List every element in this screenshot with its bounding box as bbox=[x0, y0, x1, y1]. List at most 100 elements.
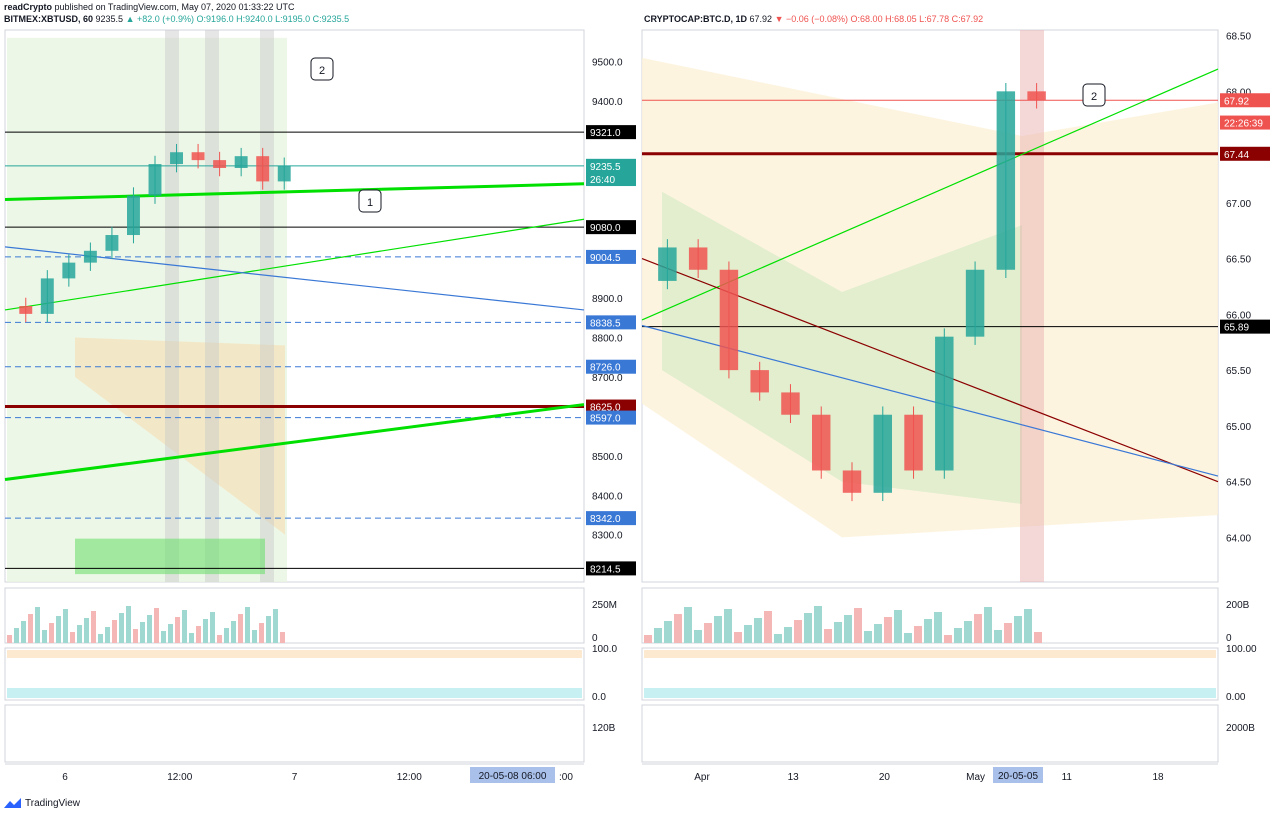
left-trendline-mid bbox=[4, 218, 585, 311]
right-volume-bar bbox=[874, 624, 882, 643]
right-volume-bar bbox=[954, 628, 962, 643]
brand-label: TradingView bbox=[25, 798, 81, 809]
right-volume-bar bbox=[804, 613, 812, 643]
left-volume-bar bbox=[28, 614, 33, 643]
left-price-tag-bg bbox=[586, 359, 636, 374]
right-volume-bar bbox=[924, 619, 932, 643]
left-volume-bar bbox=[35, 607, 40, 643]
left-volume-bar bbox=[210, 612, 215, 643]
left-volume-axis-label: 0 bbox=[592, 633, 598, 644]
left-note-bubble bbox=[358, 189, 382, 213]
left-price-tag-bg bbox=[586, 315, 636, 330]
right-volume-bar bbox=[964, 621, 972, 643]
right-volume-axis-label: 200B bbox=[1226, 600, 1250, 611]
right-y-tick-label: 66.00 bbox=[1226, 310, 1251, 321]
left-price-tag-bg bbox=[586, 410, 636, 425]
right-candle-body bbox=[842, 470, 862, 493]
left-volume-bar bbox=[245, 607, 250, 643]
left-candle-body bbox=[127, 195, 140, 236]
right-volume-bar bbox=[674, 614, 682, 643]
left-volume-bar bbox=[147, 615, 152, 643]
right-volume-bar bbox=[884, 617, 892, 643]
right-y-tick-label: 64.50 bbox=[1226, 478, 1251, 489]
right-osc-axis-label: 100.00 bbox=[1226, 644, 1257, 655]
left-candle-body bbox=[62, 262, 76, 279]
left-volume-bar bbox=[14, 628, 19, 643]
right-note-label: 2 bbox=[1091, 91, 1097, 103]
left-y-tick-label: 8700.0 bbox=[592, 373, 623, 384]
left-volume-bar bbox=[189, 633, 194, 643]
right-volume-bar bbox=[974, 614, 982, 643]
left-price-tag-bg bbox=[586, 249, 636, 264]
left-note-bubble bbox=[310, 57, 334, 81]
left-ohlc: O:9196.0 H:9240.0 L:9195.0 C:9235.5 bbox=[196, 14, 350, 24]
left-price-tag-label: 9080.0 bbox=[590, 223, 621, 234]
right-volume-bar bbox=[734, 632, 742, 643]
right-symbol: CRYPTOCAP:BTC.D, 1D bbox=[644, 14, 748, 24]
left-volume-bar bbox=[168, 624, 173, 643]
left-volume-bar bbox=[154, 608, 159, 643]
left-osc-overbought bbox=[7, 650, 582, 658]
left-price-tag-bg bbox=[586, 125, 636, 140]
left-note-label: 1 bbox=[367, 197, 373, 209]
left-volume-bar bbox=[84, 618, 89, 643]
left-volume-bar bbox=[21, 621, 26, 643]
left-y-tick-label: 9400.0 bbox=[592, 97, 623, 108]
left-volume-bar bbox=[203, 619, 208, 643]
right-candle-body bbox=[935, 336, 954, 471]
left-volume-bar bbox=[217, 635, 222, 643]
left-price-tag-label: 9235.5 bbox=[590, 162, 621, 173]
left-price-tag-label: 9004.5 bbox=[590, 253, 621, 264]
left-candle-body bbox=[191, 152, 205, 161]
right-volume-bar bbox=[904, 633, 912, 643]
left-volume-bar bbox=[224, 628, 229, 643]
right-obv-axis-label: 2000B bbox=[1226, 723, 1255, 734]
right-volume-bar bbox=[754, 618, 762, 643]
left-volume-bar bbox=[63, 609, 68, 643]
right-osc-overbought bbox=[644, 650, 1216, 658]
right-volume-bar bbox=[1034, 632, 1042, 643]
right-candle-body bbox=[1027, 91, 1046, 101]
right-x-tick-label: Apr bbox=[694, 772, 710, 783]
publisher: readCrypto bbox=[4, 2, 53, 12]
left-x-tick-label: 7 bbox=[292, 772, 298, 783]
right-y-tick-label: 66.50 bbox=[1226, 255, 1251, 266]
right-candle-body bbox=[812, 414, 831, 471]
left-change: ▲ +82.0 (+0.9%) bbox=[125, 14, 195, 24]
right-volume-bar bbox=[704, 623, 712, 643]
right-last: 67.92 bbox=[749, 14, 773, 24]
right-y-tick-label: 65.00 bbox=[1226, 422, 1251, 433]
right-change: ▼ −0.06 (−0.08%) bbox=[774, 14, 849, 24]
left-symbol: BITMEX:XBTUSD, 60 bbox=[4, 14, 94, 24]
right-symbol-info: CRYPTOCAP:BTC.D, 1D 67.92 ▼ −0.06 (−0.08… bbox=[644, 14, 983, 24]
left-candle-body bbox=[40, 278, 54, 314]
left-obv-pane bbox=[4, 704, 585, 763]
right-volume-bar bbox=[934, 612, 942, 643]
right-price-tag-bg bbox=[1220, 319, 1270, 334]
right-volume-bar bbox=[1024, 609, 1032, 643]
left-x-tick-label: 6 bbox=[62, 772, 68, 783]
left-volume-bar bbox=[42, 630, 47, 643]
right-volume-bar bbox=[654, 628, 662, 643]
right-volume-bar bbox=[694, 630, 702, 643]
right-volume-bar bbox=[994, 630, 1002, 643]
left-x-highlight-bg bbox=[470, 767, 555, 783]
right-price-tag-label: 22:26:39 bbox=[1224, 119, 1263, 130]
right-volume-bar bbox=[894, 610, 902, 643]
right-y-tick-label: 64.00 bbox=[1226, 533, 1251, 544]
left-x-tick-label: 12:00 bbox=[167, 772, 192, 783]
left-note-label: 2 bbox=[319, 65, 325, 77]
right-candle-body bbox=[719, 269, 739, 371]
right-candle-body bbox=[965, 269, 985, 337]
right-candle-body bbox=[750, 370, 769, 393]
left-volume-bar bbox=[133, 629, 138, 643]
left-volume-bar bbox=[91, 611, 96, 643]
right-ichimoku-cloud bbox=[662, 191, 1022, 504]
right-volume-bar bbox=[724, 609, 732, 643]
left-candle-body bbox=[19, 306, 33, 314]
left-trendline-upper bbox=[4, 182, 585, 202]
right-volume-bar bbox=[664, 621, 672, 643]
right-x-tick-label: 11 bbox=[1062, 772, 1073, 783]
publish-date: published on TradingView.com, May 07, 20… bbox=[54, 2, 295, 12]
